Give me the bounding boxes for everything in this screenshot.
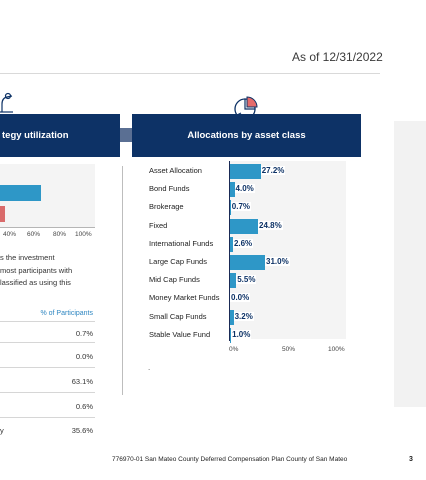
data-label: 2.6% bbox=[232, 238, 254, 248]
strategy-bar bbox=[0, 185, 41, 201]
table-cell-value: 0.7% bbox=[75, 329, 93, 338]
table-rule bbox=[0, 417, 95, 418]
allocation-bar bbox=[230, 327, 232, 343]
data-label: 0.0% bbox=[230, 293, 251, 303]
allocation-bar bbox=[230, 255, 266, 270]
allocations-header: Allocations by asset class bbox=[132, 114, 361, 157]
section-divider bbox=[122, 166, 123, 395]
page-number: 3 bbox=[409, 456, 413, 463]
data-label: 5.5% bbox=[236, 275, 257, 285]
person-icon bbox=[0, 92, 13, 113]
data-label: 4.0% bbox=[234, 184, 255, 194]
table-rule bbox=[0, 342, 95, 343]
strategy-chart-axis bbox=[0, 227, 95, 228]
strategy-description: s the investment most participants with … bbox=[0, 252, 110, 290]
table-rule bbox=[0, 321, 95, 322]
allocation-bar bbox=[230, 309, 234, 325]
description-line: most participants with bbox=[0, 265, 73, 275]
as-of-date: As of 12/31/2022 bbox=[292, 50, 383, 64]
axis-tick-label: 80% bbox=[53, 231, 67, 238]
allocation-bar bbox=[230, 164, 261, 179]
allocation-bar bbox=[230, 218, 259, 234]
description-line: s the investment bbox=[0, 253, 55, 262]
x-tick-label: 50% bbox=[282, 346, 296, 353]
category-label: Fixed bbox=[149, 220, 168, 230]
strategy-bar bbox=[0, 206, 5, 222]
footer-text: 776970-01 San Mateo County Deferred Comp… bbox=[112, 456, 348, 463]
chart-footnote: . bbox=[148, 363, 151, 372]
strategy-utilization-header: tegy utilization bbox=[0, 114, 120, 157]
data-label: 3.2% bbox=[233, 311, 254, 321]
data-label: 31.0% bbox=[265, 257, 290, 266]
category-label: International Funds bbox=[149, 238, 214, 248]
allocation-bar bbox=[230, 273, 237, 289]
table-cell-value: 0.0% bbox=[75, 352, 93, 361]
allocation-chart-axis bbox=[229, 161, 230, 341]
category-label: Small Cap Funds bbox=[149, 311, 207, 321]
table-rule bbox=[0, 367, 95, 368]
participants-column-header: % of Participants bbox=[40, 310, 93, 317]
axis-tick-label: 60% bbox=[27, 231, 41, 238]
category-label: Mid Cap Funds bbox=[149, 275, 200, 285]
table-cell-value: 63.1% bbox=[71, 377, 93, 386]
category-label: Large Cap Funds bbox=[149, 257, 207, 266]
side-panel bbox=[394, 121, 426, 407]
data-label: 24.8% bbox=[258, 220, 283, 230]
data-label: 1.0% bbox=[231, 329, 252, 339]
header-divider bbox=[0, 73, 380, 74]
allocation-bar bbox=[230, 200, 231, 216]
axis-tick-label: 40% bbox=[3, 231, 17, 238]
category-label: Brokerage bbox=[149, 202, 184, 212]
data-label: 27.2% bbox=[260, 166, 286, 175]
allocation-bar bbox=[230, 182, 235, 198]
section-connector bbox=[120, 128, 132, 142]
category-label: Stable Value Fund bbox=[149, 329, 211, 339]
allocation-bar bbox=[230, 236, 233, 252]
description-line: lassified as using this bbox=[0, 278, 71, 287]
x-tick-label: 100% bbox=[328, 346, 345, 353]
table-cell-value: 35.6% bbox=[71, 426, 93, 435]
category-label: Asset Allocation bbox=[149, 166, 202, 175]
x-tick-label: 0% bbox=[229, 346, 239, 353]
category-label: Money Market Funds bbox=[149, 293, 220, 303]
table-rule bbox=[0, 392, 95, 393]
axis-tick-label: 100% bbox=[75, 231, 92, 238]
table-cell-value: 0.6% bbox=[75, 402, 93, 411]
table-cell-label: y bbox=[0, 426, 4, 435]
category-label: Bond Funds bbox=[149, 184, 190, 194]
data-label: 0.7% bbox=[230, 202, 252, 212]
